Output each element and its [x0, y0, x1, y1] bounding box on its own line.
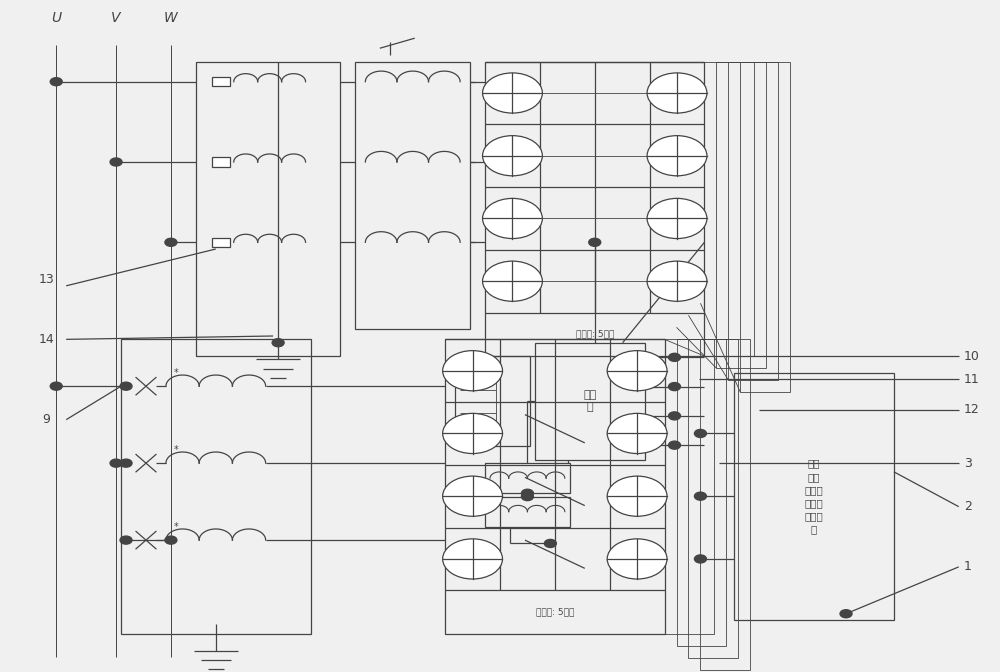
Text: 分析
仪: 分析 仪 — [583, 390, 596, 412]
Circle shape — [607, 351, 667, 391]
Circle shape — [272, 339, 284, 347]
Circle shape — [607, 476, 667, 516]
Bar — [485, 497, 570, 527]
Bar — [704, 62, 754, 356]
Circle shape — [607, 413, 667, 454]
Text: U: U — [51, 11, 61, 25]
Circle shape — [483, 73, 542, 113]
Text: 14: 14 — [38, 333, 54, 346]
Circle shape — [647, 261, 707, 301]
Circle shape — [521, 493, 533, 501]
Circle shape — [544, 540, 556, 548]
Circle shape — [483, 198, 542, 239]
Bar — [212, 238, 230, 247]
Bar — [535, 343, 645, 460]
Bar — [445, 339, 665, 634]
Circle shape — [120, 382, 132, 390]
Text: W: W — [164, 11, 178, 25]
Bar — [728, 62, 778, 380]
Circle shape — [647, 136, 707, 176]
Text: 2: 2 — [964, 500, 972, 513]
Circle shape — [694, 492, 706, 500]
Text: 9: 9 — [42, 413, 50, 426]
Bar — [196, 62, 340, 356]
Circle shape — [110, 459, 122, 467]
Text: 3: 3 — [964, 457, 972, 470]
Bar — [677, 339, 726, 646]
Circle shape — [669, 353, 680, 362]
Text: 13: 13 — [38, 273, 54, 286]
Circle shape — [647, 198, 707, 239]
Text: 1: 1 — [964, 560, 972, 573]
Circle shape — [589, 239, 601, 247]
Circle shape — [669, 382, 680, 390]
Text: *: * — [174, 521, 178, 532]
Circle shape — [120, 536, 132, 544]
Bar — [212, 77, 230, 87]
Bar — [121, 339, 311, 634]
Circle shape — [694, 555, 706, 563]
Text: 10: 10 — [964, 349, 980, 363]
Bar — [355, 62, 470, 329]
Circle shape — [483, 136, 542, 176]
Circle shape — [50, 78, 62, 86]
Text: V: V — [111, 11, 121, 25]
Circle shape — [521, 489, 533, 497]
Text: *: * — [174, 368, 178, 378]
Circle shape — [647, 73, 707, 113]
Bar — [700, 339, 750, 670]
Bar — [455, 356, 530, 446]
Text: 端子排: 5回路: 端子排: 5回路 — [576, 330, 614, 339]
Circle shape — [165, 239, 177, 247]
Circle shape — [165, 536, 177, 544]
Text: 二次
设备
继电保
护或自
动化装
置: 二次 设备 继电保 护或自 动化装 置 — [805, 458, 823, 535]
Circle shape — [50, 382, 62, 390]
Bar — [485, 62, 704, 356]
Circle shape — [120, 459, 132, 467]
Text: 端子排: 5回路: 端子排: 5回路 — [536, 607, 574, 616]
Circle shape — [443, 539, 502, 579]
Circle shape — [443, 476, 502, 516]
Circle shape — [669, 412, 680, 420]
Bar — [716, 62, 766, 368]
Circle shape — [607, 539, 667, 579]
Circle shape — [840, 610, 852, 618]
Bar — [740, 62, 790, 392]
Bar — [665, 339, 714, 634]
Bar — [212, 157, 230, 167]
Bar — [485, 463, 570, 493]
Circle shape — [110, 158, 122, 166]
Bar — [734, 373, 894, 620]
Circle shape — [443, 413, 502, 454]
Text: 12: 12 — [964, 403, 979, 416]
Circle shape — [669, 441, 680, 449]
Circle shape — [483, 261, 542, 301]
Text: 11: 11 — [964, 373, 979, 386]
Text: *: * — [174, 445, 178, 455]
Circle shape — [694, 429, 706, 437]
Circle shape — [443, 351, 502, 391]
Bar — [688, 339, 738, 658]
